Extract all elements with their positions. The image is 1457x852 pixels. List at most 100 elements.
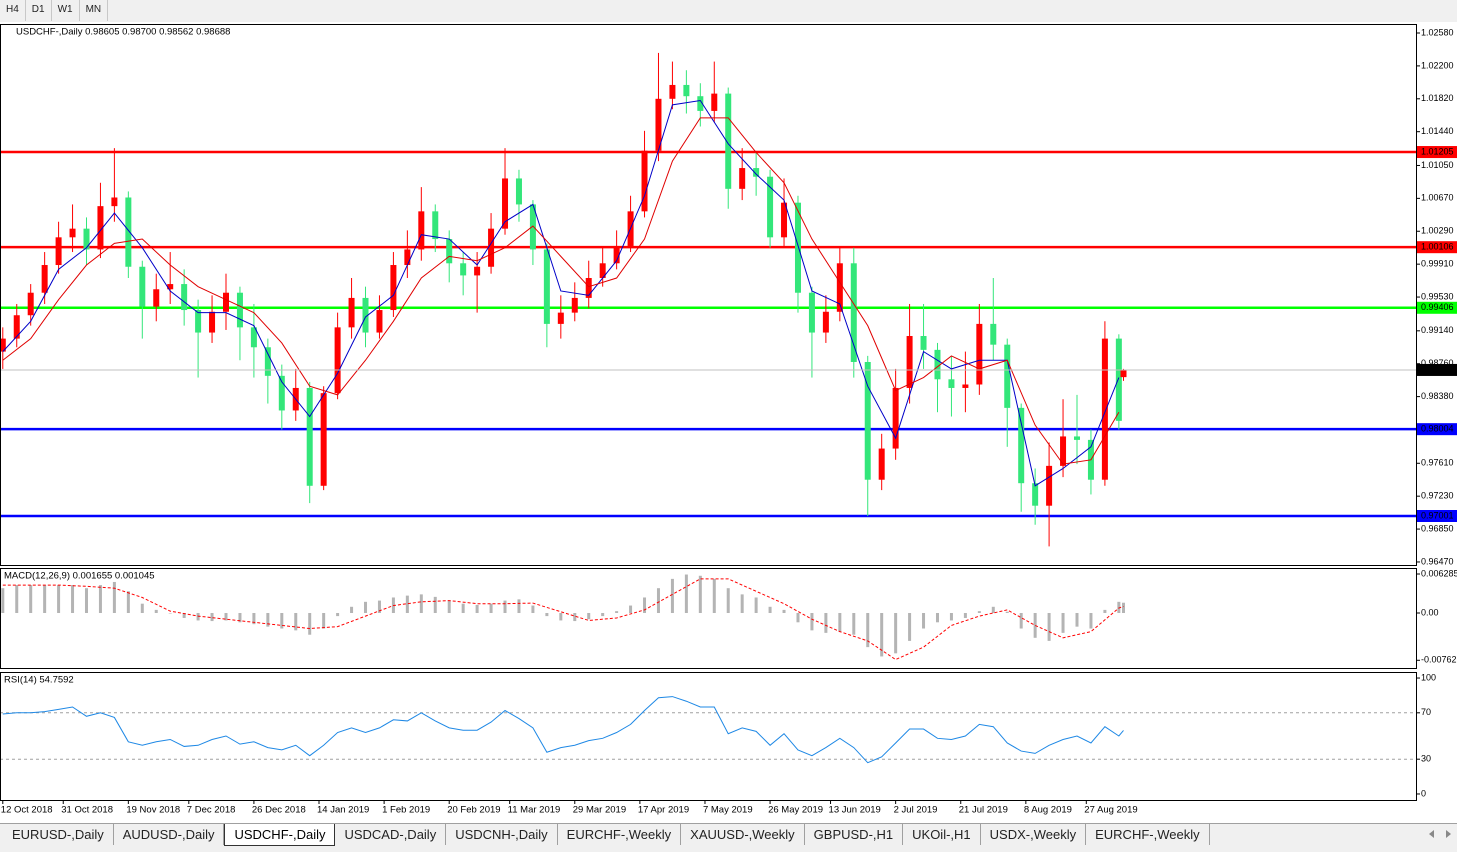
panel-frame: [0, 568, 1417, 669]
macd-bar: [1103, 609, 1107, 613]
tab-right[interactable]: [1446, 830, 1451, 838]
chart-window: 1.02580 1.02200 1.01820 1.01440 1.01050 1.006…: [0, 22, 1457, 823]
timeframe-button[interactable]: H4: [0, 0, 26, 21]
timeframe-toolbar: H4 D1 W1 MN: [0, 0, 109, 21]
chart-tab[interactable]: USDCAD-,Daily: [335, 824, 447, 845]
y-tick-label: 1.01820: [1421, 93, 1454, 103]
chart-tab[interactable]: USDCHF-,Daily: [224, 824, 336, 846]
y-tick-label: 0.98380: [1421, 391, 1454, 401]
timeframe-button[interactable]: D1: [26, 0, 52, 21]
macd-bar: [294, 612, 298, 631]
y-tick-label: 1.01440: [1421, 126, 1454, 136]
macd-bar: [531, 605, 535, 613]
macd-bar: [712, 578, 716, 613]
macd-bar: [922, 612, 926, 629]
macd-bar: [364, 601, 368, 613]
tab-left[interactable]: [1429, 830, 1434, 838]
macd-bar: [84, 588, 88, 613]
chart-tab[interactable]: USDX-,Weekly: [981, 824, 1087, 845]
candle-body: [348, 297, 355, 328]
level-price-label: 0.97001: [1421, 510, 1454, 520]
macd-bar: [754, 597, 758, 613]
x-tick-label: 11 Mar 2019: [508, 805, 561, 816]
macd-bar: [266, 612, 270, 627]
macd-bar: [154, 609, 158, 613]
y-tick-label: 0.97610: [1421, 458, 1454, 468]
macd-bar: [419, 594, 423, 613]
panel-plot: [1, 52, 1416, 547]
candle-body: [697, 96, 704, 111]
macd-bar: [405, 595, 409, 613]
candle-body: [725, 93, 732, 189]
x-tick-label: 12 Oct 2018: [1, 805, 53, 816]
x-tick-label: 2 Jul 2019: [894, 805, 938, 816]
x-tick-label: 1 Feb 2019: [382, 805, 430, 816]
candle-body: [83, 228, 90, 250]
chart-tab[interactable]: AUDUSD-,Daily: [114, 824, 225, 845]
candle-body: [320, 393, 327, 486]
candle-body: [850, 263, 857, 362]
macd-bar: [447, 600, 451, 613]
chart-tab[interactable]: USDCNH-,Daily: [446, 824, 558, 845]
y-tick-label: -0.00762: [1421, 655, 1457, 665]
x-tick-label: 20 Feb 2019: [447, 805, 500, 816]
macd-bar: [1089, 612, 1093, 629]
macd-bar: [98, 585, 102, 613]
level-price-tag: [1417, 301, 1457, 314]
macd-bar: [1005, 611, 1009, 613]
macd-bar: [670, 578, 674, 613]
chart-tab[interactable]: EURUSD-,Daily: [3, 824, 114, 845]
level-price-tag: [1417, 423, 1457, 436]
candle-body: [934, 349, 941, 380]
chart-tab[interactable]: GBPUSD-,H1: [805, 824, 904, 845]
panel-title: MACD(12,26,9) 0.001655 0.001045: [4, 571, 155, 582]
candle-body: [474, 266, 481, 276]
y-tick-label: 0.99140: [1421, 325, 1454, 335]
x-tick-label: 31 Oct 2018: [61, 805, 113, 816]
candle-body: [334, 327, 341, 394]
y-tick-label: 0.96850: [1421, 523, 1454, 533]
candle-body: [390, 265, 397, 311]
candle-body: [683, 84, 690, 97]
candle-body: [669, 84, 676, 99]
macd-bar: [894, 612, 898, 654]
x-tick-label: 26 May 2019: [768, 805, 823, 816]
macd-bar: [866, 612, 870, 648]
candle-body: [376, 310, 383, 333]
macd-bar: [838, 612, 842, 632]
macd-bar: [615, 611, 619, 613]
chart-tab[interactable]: EURCHF-,Weekly: [1086, 824, 1210, 845]
macd-bar: [1121, 602, 1125, 613]
macd-bar: [182, 612, 186, 618]
macd-bar: [126, 591, 130, 613]
level-price-tag: [1417, 146, 1457, 159]
macd-signal: [2, 578, 1124, 661]
candle-body: [502, 178, 509, 229]
macd-bar: [1047, 612, 1051, 641]
level-price-tag: [1417, 509, 1457, 522]
candle-body: [557, 312, 564, 324]
macd-bar: [824, 612, 828, 633]
panel-plot: [1, 696, 1416, 764]
candle-body: [794, 202, 801, 293]
candle-body: [529, 204, 536, 250]
macd-bar: [280, 612, 284, 629]
macd-bar: [880, 612, 884, 657]
chart-tab[interactable]: XAUUSD-,Weekly: [681, 824, 805, 845]
candle-body: [181, 284, 188, 311]
macd-bar: [740, 594, 744, 613]
candle-body: [878, 448, 885, 480]
macd-bar: [503, 600, 507, 613]
macd-bar: [71, 585, 75, 613]
timeframe-button[interactable]: W1: [52, 0, 80, 21]
chart-tab[interactable]: EURCHF-,Weekly: [558, 824, 682, 845]
chart-tab[interactable]: UKOil-,H1: [903, 824, 981, 845]
tab-scroll[interactable]: [1425, 828, 1455, 840]
candle-body: [1004, 344, 1011, 408]
y-tick-label: 0.96470: [1421, 556, 1454, 566]
macd-bar: [43, 585, 47, 613]
candle-body: [822, 311, 829, 333]
current-price-tag: [1417, 363, 1457, 376]
timeframe-button[interactable]: MN: [80, 0, 109, 21]
macd-bar: [601, 612, 605, 617]
